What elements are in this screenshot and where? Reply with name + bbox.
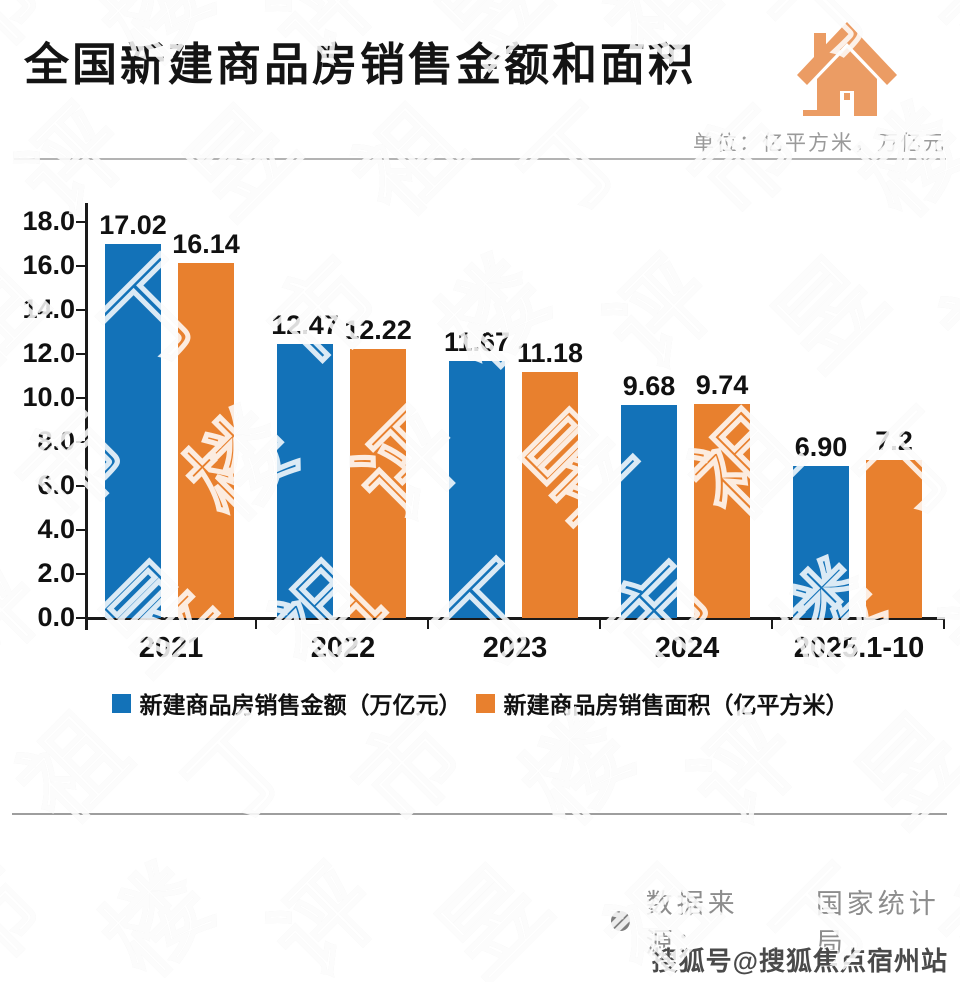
- bar: [866, 459, 922, 618]
- y-axis-tick-label: 10.0: [22, 382, 75, 412]
- bar: [621, 405, 677, 618]
- legend-swatch: [475, 693, 495, 713]
- bar-value-label: 12.22: [344, 315, 412, 346]
- house-icon: [797, 22, 897, 116]
- bar: [522, 372, 578, 618]
- y-axis-tick-label: 0.0: [37, 602, 75, 632]
- page-title: 全国新建商品房销售金额和面积: [24, 39, 697, 90]
- y-axis-tick: [76, 617, 85, 619]
- legend-item: 新建商品房销售面积（亿平方米）: [475, 686, 849, 720]
- legend-item: 新建商品房销售金额（万亿元）: [111, 686, 462, 720]
- y-axis-tick: [76, 309, 85, 311]
- legend-label: 新建商品房销售金额（万亿元）: [139, 692, 462, 718]
- y-axis-tick-label: 14.0: [22, 294, 75, 324]
- bar: [793, 466, 849, 618]
- x-axis-tick: [771, 618, 773, 629]
- bar-value-label: 7.2: [875, 425, 913, 456]
- bar-value-label: 12.47: [271, 309, 339, 340]
- bar: [449, 361, 505, 618]
- bar: [694, 403, 750, 618]
- bar-value-label: 17.02: [99, 209, 167, 240]
- x-axis-category-label: 2021: [138, 632, 204, 664]
- x-axis-tick: [599, 618, 601, 629]
- footer-credit: 搜狐号@搜狐焦点宿州站: [651, 946, 948, 976]
- top-divider: [14, 158, 946, 160]
- x-axis-line: [85, 617, 945, 620]
- y-axis-tick: [76, 573, 85, 575]
- data-source: 数据来源： 国家统计局: [611, 882, 960, 960]
- bar-value-label: 6.90: [794, 432, 848, 463]
- bar-value-label: 16.14: [172, 228, 240, 259]
- chart-legend: 新建商品房销售金额（万亿元） 新建商品房销售面积（亿平方米）: [0, 686, 960, 720]
- bar-value-label: 9.74: [695, 369, 749, 400]
- y-axis-tick-label: 16.0: [22, 250, 75, 280]
- y-axis-tick: [76, 529, 85, 531]
- y-axis-tick-label: 2.0: [37, 558, 75, 588]
- bullet-icon: [611, 911, 630, 931]
- y-axis-tick: [76, 353, 85, 355]
- unit-label: 单位：亿平方米，万亿元: [693, 132, 946, 155]
- y-axis-tick-label: 4.0: [37, 514, 75, 544]
- y-axis-tick: [76, 441, 85, 443]
- bar: [178, 262, 234, 618]
- x-axis-category-label: 2025.1-10: [793, 632, 925, 664]
- data-source-label: 数据来源：: [645, 889, 739, 958]
- x-axis-category-label: 2024: [654, 632, 720, 664]
- x-axis-tick: [255, 618, 257, 629]
- y-axis-line: [85, 203, 88, 630]
- legend-label: 新建商品房销售面积（亿平方米）: [503, 692, 849, 718]
- legend-swatch: [111, 693, 131, 713]
- x-axis-tick: [427, 618, 429, 629]
- y-axis-tick: [76, 485, 85, 487]
- y-axis-tick-label: 6.0: [37, 470, 75, 500]
- y-axis-tick: [76, 265, 85, 267]
- bottom-divider: [12, 813, 947, 815]
- bar-value-label: 11.18: [516, 338, 584, 369]
- y-axis-tick-label: 18.0: [22, 206, 75, 236]
- x-axis-tick: [943, 618, 945, 629]
- bar-value-label: 11.67: [443, 327, 511, 358]
- bar: [277, 343, 333, 618]
- y-axis-tick-label: 8.0: [37, 426, 75, 456]
- bar-value-label: 9.68: [622, 371, 676, 402]
- bar: [105, 243, 161, 618]
- bar: [350, 349, 406, 618]
- y-axis-tick: [76, 221, 85, 223]
- y-axis-tick-label: 12.0: [22, 338, 75, 368]
- y-axis-tick: [76, 397, 85, 399]
- x-axis-category-label: 2022: [310, 632, 376, 664]
- x-axis-category-label: 2023: [482, 632, 548, 664]
- data-source-value: 国家统计局: [815, 889, 940, 958]
